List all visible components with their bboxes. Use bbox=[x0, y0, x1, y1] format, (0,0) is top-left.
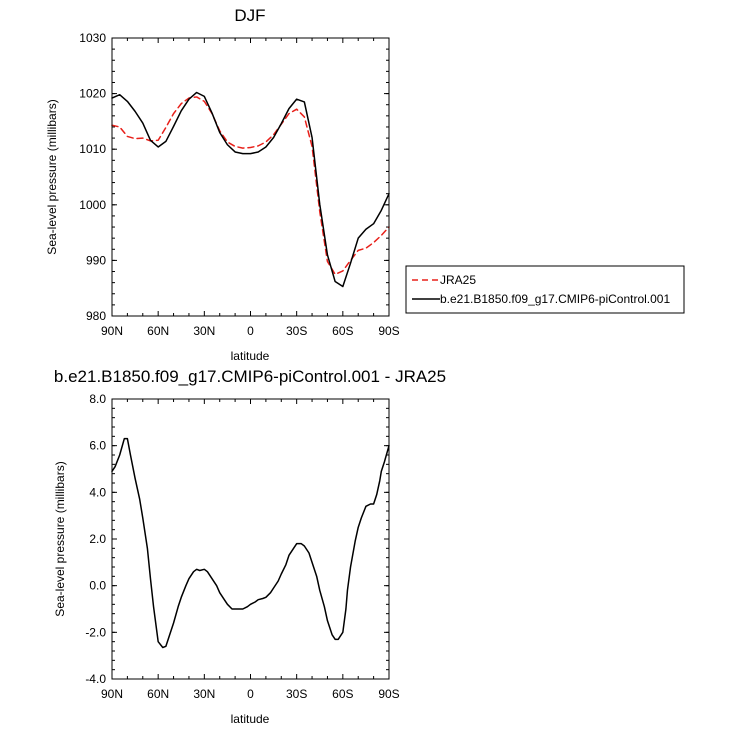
bottom-x-tick-label: 30N bbox=[193, 687, 215, 701]
top-y-tick-label: 1030 bbox=[79, 31, 106, 45]
top-y-tick-label: 1020 bbox=[79, 87, 106, 101]
top-x-tick-label: 90S bbox=[378, 324, 399, 338]
bottom-y-tick-label: 8.0 bbox=[89, 392, 106, 406]
bottom-y-tick-label: 4.0 bbox=[89, 485, 106, 499]
bottom-x-tick-label: 90N bbox=[101, 687, 123, 701]
top-chart-title: DJF bbox=[234, 6, 265, 25]
top-y-tick-label: 980 bbox=[86, 309, 106, 323]
bottom-x-tick-label: 90S bbox=[378, 687, 399, 701]
bottom-y-tick-label: 6.0 bbox=[89, 439, 106, 453]
top-series-b-e21-b1850-f09-g17-cmip6-picontrol-001 bbox=[111, 91, 390, 288]
bottom-panel-difference: b.e21.B1850.f09_g17.CMIP6-piControl.001 … bbox=[53, 367, 446, 726]
bottom-difference-line bbox=[111, 437, 390, 649]
top-y-tick-label: 1010 bbox=[79, 142, 106, 156]
bottom-x-tick-label: 0 bbox=[247, 687, 254, 701]
legend-box bbox=[405, 265, 685, 314]
top-x-axis-label: latitude bbox=[231, 349, 270, 363]
top-y-axis-label: Sea-level pressure (millibars) bbox=[45, 99, 59, 254]
top-panel-djf: DJF 90N 60N 30N 0 30S 60S 90S 980 990 1000 1010 102… bbox=[45, 6, 685, 363]
top-x-tick-label: 90N bbox=[101, 324, 123, 338]
bottom-x-tick-label: 30S bbox=[286, 687, 307, 701]
top-y-tick-label: 1000 bbox=[79, 198, 106, 212]
bottom-y-tick-label: -2.0 bbox=[85, 625, 106, 639]
top-plot-frame bbox=[111, 37, 390, 317]
bottom-y-tick-label: -4.0 bbox=[85, 672, 106, 686]
bottom-x-tick-label: 60N bbox=[147, 687, 169, 701]
bottom-y-axis-label: Sea-level pressure (millibars) bbox=[53, 461, 67, 616]
top-y-tick-label: 990 bbox=[86, 253, 106, 267]
legend-label-jra25: JRA25 bbox=[440, 273, 476, 287]
legend: JRA25 b.e21.B1850.f09_g17.CMIP6-piContro… bbox=[405, 265, 685, 314]
top-x-tick-label: 60S bbox=[332, 324, 353, 338]
bottom-y-tick-label: 0.0 bbox=[89, 579, 106, 593]
top-series-jra25 bbox=[111, 96, 390, 276]
bottom-x-tick-label: 60S bbox=[332, 687, 353, 701]
bottom-chart-title: b.e21.B1850.f09_g17.CMIP6-piControl.001 … bbox=[54, 367, 446, 386]
legend-label-model: b.e21.B1850.f09_g17.CMIP6-piControl.001 bbox=[440, 292, 670, 306]
bottom-y-tick-label: 2.0 bbox=[89, 532, 106, 546]
bottom-plot-frame bbox=[111, 398, 390, 680]
top-x-tick-label: 0 bbox=[247, 324, 254, 338]
top-x-tick-label: 30N bbox=[193, 324, 215, 338]
bottom-x-axis-label: latitude bbox=[231, 712, 270, 726]
top-x-tick-label: 30S bbox=[286, 324, 307, 338]
top-x-tick-label: 60N bbox=[147, 324, 169, 338]
